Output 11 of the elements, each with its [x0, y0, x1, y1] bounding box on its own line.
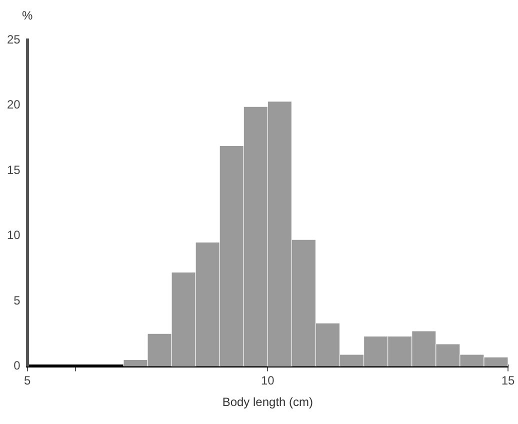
y-tick-label: 15 [6, 162, 21, 177]
x-axis-title: Body length (cm) [222, 395, 314, 410]
y-tick-label: 20 [6, 98, 21, 112]
y-axis-title: % [22, 8, 34, 22]
y-tick-label: 10 [6, 228, 21, 242]
x-tick-label: 10 [260, 374, 275, 388]
y-tick-label: 25 [6, 32, 21, 46]
x-tick-label: 5 [24, 374, 32, 388]
x-tick-label: 15 [501, 374, 515, 388]
y-tick-label: 5 [14, 293, 21, 308]
y-tick-label: 0 [14, 358, 21, 373]
